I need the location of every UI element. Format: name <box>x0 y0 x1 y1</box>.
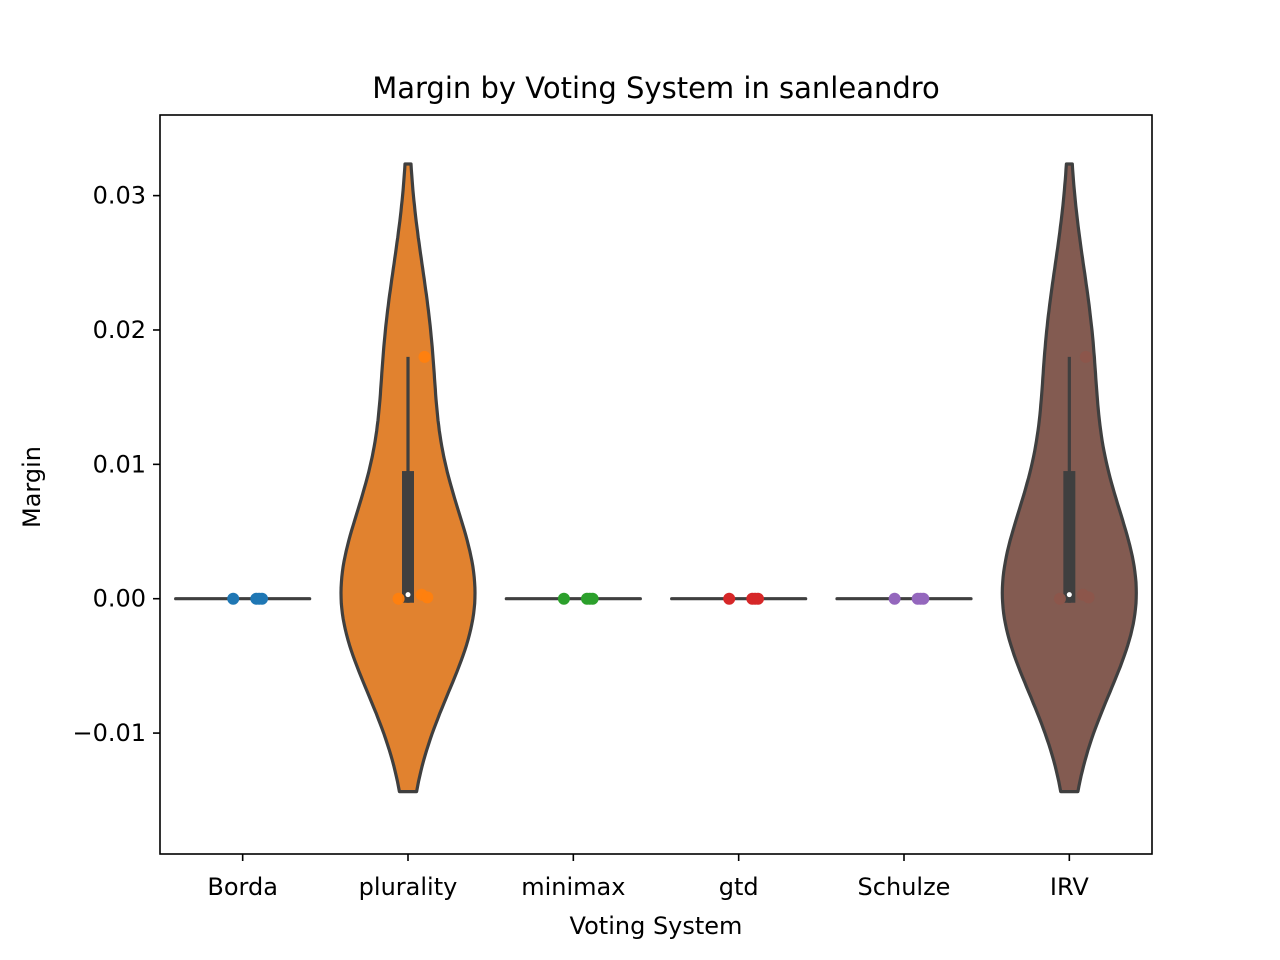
data-point-irv <box>1082 591 1095 604</box>
y-tick-label: −0.01 <box>72 719 146 747</box>
iqr-box-irv <box>1063 471 1076 603</box>
data-point-plurality <box>421 591 434 604</box>
y-tick-label: 0.03 <box>93 182 146 210</box>
x-tick-label: IRV <box>1050 873 1089 901</box>
data-point-plurality <box>418 350 431 363</box>
data-point-minimax <box>586 592 599 605</box>
data-point-gtd <box>752 592 764 605</box>
x-tick-label: minimax <box>521 873 625 901</box>
x-tick-label: Borda <box>207 873 278 901</box>
plot-area <box>174 162 1138 794</box>
data-point-schulze <box>888 592 901 605</box>
iqr-box-plurality <box>402 471 414 603</box>
x-tick-label: gtd <box>719 873 759 901</box>
data-point-irv <box>1053 592 1066 605</box>
x-tick-label: Schulze <box>858 873 951 901</box>
x-axis-label: Voting System <box>570 912 743 940</box>
median-dot-plurality <box>405 592 411 598</box>
data-point-minimax <box>557 592 570 605</box>
y-tick-label: 0.02 <box>93 316 146 344</box>
data-point-irv <box>1079 350 1092 363</box>
data-point-borda <box>227 592 240 605</box>
x-tick-label: plurality <box>359 873 458 901</box>
data-point-borda <box>256 592 268 605</box>
y-axis: −0.01 0.00 0.01 0.02 0.03 <box>72 182 160 747</box>
data-point-gtd <box>723 592 736 605</box>
chart-title: Margin by Voting System in sanleandro <box>372 71 940 105</box>
median-dot-irv <box>1066 592 1072 598</box>
x-axis: Borda plurality minimax gtd Schulze IRV <box>207 854 1089 901</box>
data-point-plurality <box>392 592 405 605</box>
y-tick-label: 0.01 <box>93 450 146 478</box>
data-point-schulze <box>917 592 930 605</box>
y-tick-label: 0.00 <box>93 585 146 613</box>
plot-frame <box>159 114 1153 855</box>
y-axis-label: Margin <box>18 446 46 528</box>
